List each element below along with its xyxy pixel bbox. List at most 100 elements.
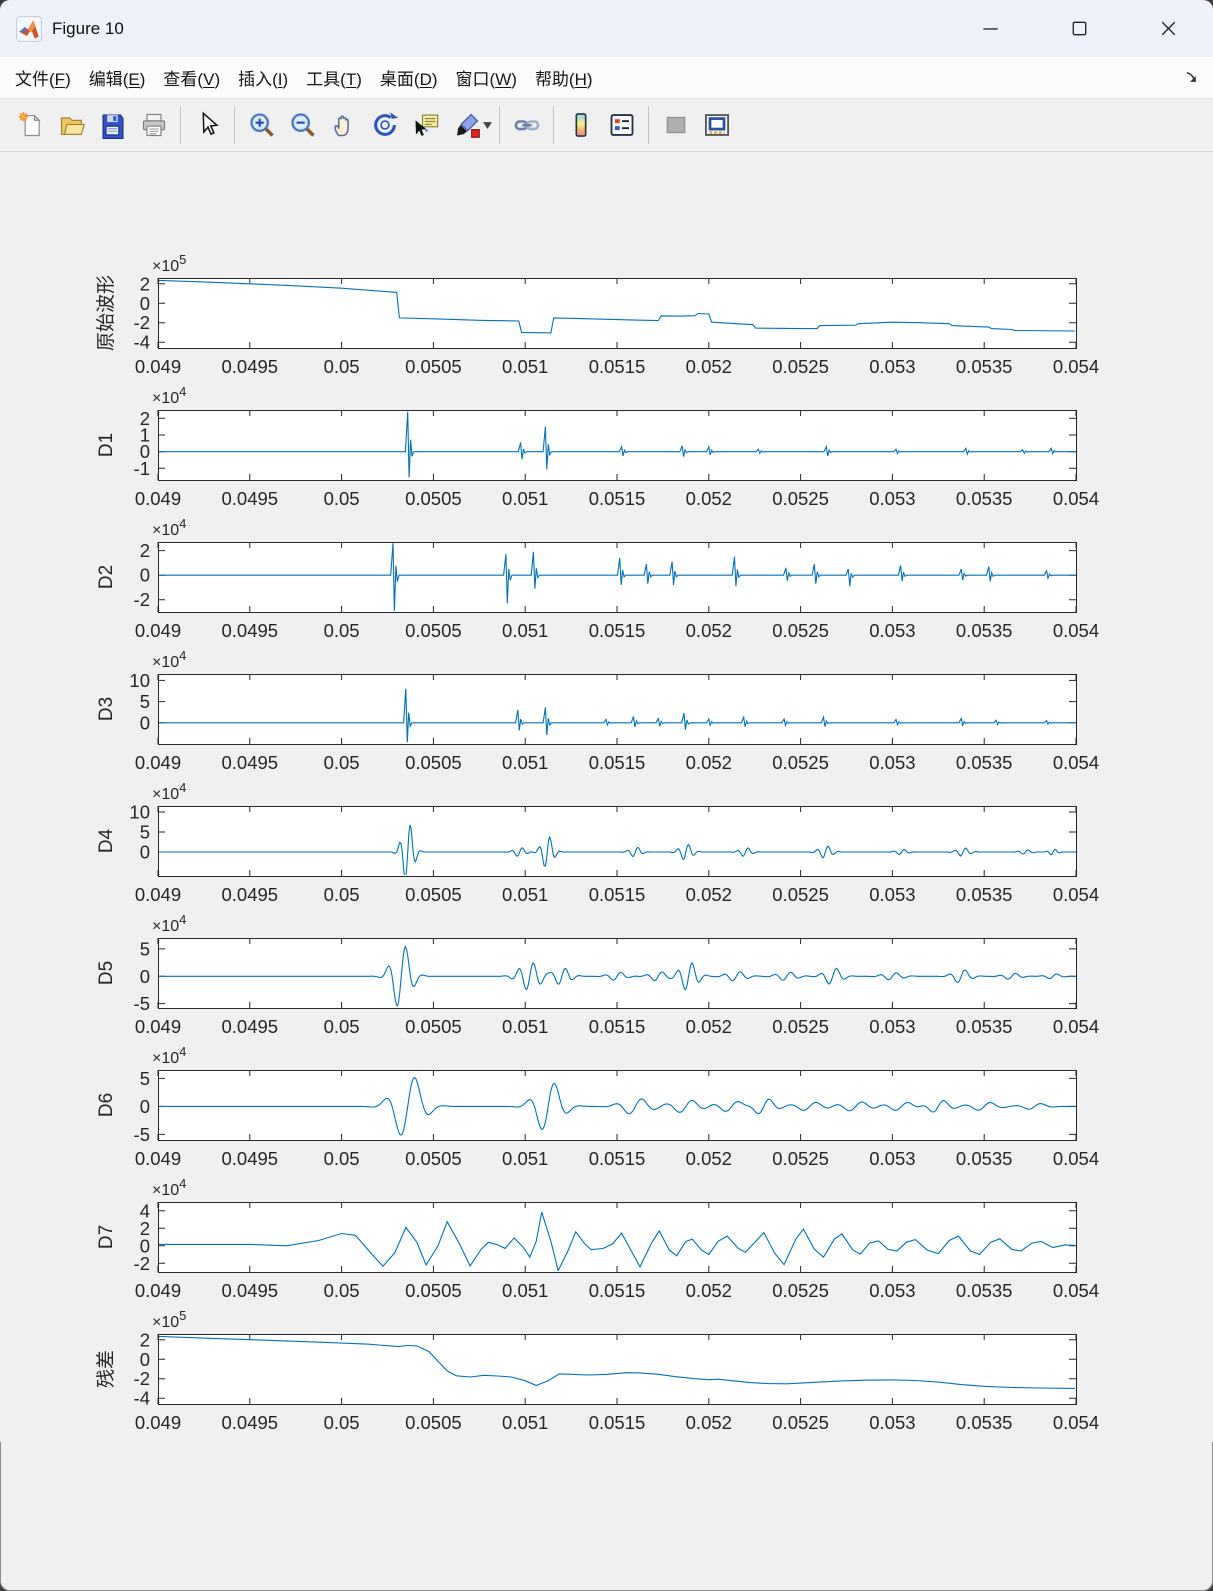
print-figure-button[interactable] <box>133 106 174 144</box>
x-tick-label: 0.05 <box>324 752 360 773</box>
y-axis-label: 原始波形 <box>95 275 117 351</box>
maximize-button[interactable] <box>1035 0 1124 57</box>
y-tick-label: 0 <box>140 966 150 987</box>
menu-item-view[interactable]: 查看(V) <box>154 62 229 93</box>
x-tick-label: 0.0505 <box>405 620 462 641</box>
pan-button[interactable] <box>323 106 364 144</box>
y-axis-label: 残差 <box>95 1350 117 1388</box>
x-tick-label: 0.052 <box>686 1148 732 1169</box>
x-tick-label: 0.051 <box>502 1148 548 1169</box>
pan-icon <box>330 111 358 139</box>
x-tick-label: 0.051 <box>502 1016 548 1037</box>
y-tick-label: 5 <box>140 822 150 843</box>
titlebar: Figure 10 <box>0 0 1213 57</box>
x-tick-label: 0.0495 <box>222 884 279 905</box>
menu-item-window[interactable]: 窗口(W) <box>447 62 526 93</box>
rotate-3d-button[interactable] <box>364 106 405 144</box>
menu-item-desktop[interactable]: 桌面(D) <box>371 62 447 93</box>
insert-colorbar-button[interactable] <box>560 106 601 144</box>
zoom-out-button[interactable] <box>282 106 323 144</box>
axis-ticks <box>157 1334 1077 1404</box>
x-tick-label: 0.051 <box>502 884 548 905</box>
axis-ticks <box>157 1202 1077 1272</box>
x-tick-label: 0.051 <box>502 752 548 773</box>
y-tick-label: 0 <box>140 441 150 462</box>
x-tick-label: 0.052 <box>686 488 732 509</box>
y-tick-label: 0 <box>140 1096 150 1117</box>
y-tick-label: 0 <box>140 1235 150 1256</box>
x-tick-label: 0.052 <box>686 1412 732 1433</box>
x-tick-label: 0.049 <box>135 620 181 641</box>
x-tick-label: 0.0515 <box>589 1280 646 1301</box>
brush-button[interactable] <box>446 106 487 144</box>
x-tick-label: 0.049 <box>135 884 181 905</box>
data-cursor-button[interactable] <box>405 106 446 144</box>
link-plots-icon <box>513 111 541 139</box>
insert-legend-button[interactable] <box>601 106 642 144</box>
y-axis-label: D5 <box>96 961 117 985</box>
zoom-in-button[interactable] <box>241 106 282 144</box>
x-tick-label: 0.05 <box>324 1280 360 1301</box>
axis-exponent-label: ×104 <box>152 782 186 803</box>
menu-item-edit[interactable]: 编辑(E) <box>80 62 155 93</box>
x-tick-label: 0.05 <box>324 356 360 377</box>
x-tick-label: 0.054 <box>1053 488 1099 509</box>
x-tick-label: 0.0505 <box>405 884 462 905</box>
link-plots-button[interactable] <box>506 106 547 144</box>
open-file-button[interactable] <box>51 106 92 144</box>
x-tick-label: 0.0495 <box>222 1280 279 1301</box>
x-tick-label: 0.0535 <box>956 356 1013 377</box>
y-tick-label: 2 <box>140 273 150 294</box>
axis-ticks <box>157 806 1077 876</box>
x-tick-label: 0.0515 <box>589 1016 646 1037</box>
menu-bar: 文件(F) 编辑(E) 查看(V) 插入(I) 工具(T) 桌面(D) 窗口(W) 帮助(H) <box>0 57 1213 98</box>
x-tick-label: 0.05 <box>324 620 360 641</box>
dock-figure-button[interactable] <box>696 106 737 144</box>
x-tick-label: 0.0535 <box>956 1280 1013 1301</box>
x-tick-label: 0.049 <box>135 752 181 773</box>
brush-dropdown-caret-icon[interactable] <box>483 121 493 129</box>
menu-item-tools[interactable]: 工具(T) <box>297 62 371 93</box>
save-figure-button[interactable] <box>92 106 133 144</box>
close-button[interactable] <box>1124 0 1213 57</box>
x-tick-label: 0.0495 <box>222 1412 279 1433</box>
minimize-button[interactable] <box>946 0 1035 57</box>
subplot-d1: 210-1 0.049 0.0495 0.05 0.0505 0.051 0.0515 0.0… <box>96 386 1099 509</box>
x-tick-label: 0.052 <box>686 752 732 773</box>
axis-exponent-label: ×104 <box>152 1178 186 1199</box>
y-tick-label: -5 <box>134 1124 150 1145</box>
y-tick-label: -1 <box>134 458 150 479</box>
x-tick-label: 0.0525 <box>772 884 829 905</box>
x-tick-label: 0.054 <box>1053 620 1099 641</box>
y-tick-label: 2 <box>140 1218 150 1239</box>
x-tick-label: 0.053 <box>869 884 915 905</box>
x-tick-label: 0.053 <box>869 488 915 509</box>
y-tick-label: 2 <box>140 540 150 561</box>
toolbar-group <box>4 106 180 144</box>
x-tick-label: 0.0525 <box>772 1412 829 1433</box>
x-tick-label: 0.0535 <box>956 620 1013 641</box>
subplot-d6: 5 0 -5 0.049 0.0495 0.05 0.0505 0.051 0.0515 0.05… <box>96 1046 1099 1169</box>
x-tick-label: 0.053 <box>869 356 915 377</box>
x-tick-label: 0.0495 <box>222 488 279 509</box>
brush-icon <box>453 111 481 139</box>
x-tick-label: 0.0505 <box>405 752 462 773</box>
menu-item-insert[interactable]: 插入(I) <box>229 62 297 93</box>
x-tick-label: 0.051 <box>502 488 548 509</box>
waveform-line <box>159 279 1075 334</box>
x-tick-label: 0.0495 <box>222 356 279 377</box>
hide-plot-tools-button[interactable] <box>655 106 696 144</box>
x-tick-label: 0.054 <box>1053 1148 1099 1169</box>
dock-figure-arrow-icon[interactable] <box>1184 70 1199 85</box>
open-file-icon <box>58 111 86 139</box>
x-tick-label: 0.052 <box>686 620 732 641</box>
new-figure-button[interactable] <box>10 106 51 144</box>
save-figure-icon <box>99 111 127 139</box>
menu-item-file[interactable]: 文件(F) <box>6 62 80 93</box>
x-tick-label: 0.0525 <box>772 1280 829 1301</box>
pointer-button[interactable] <box>187 106 228 144</box>
waveform-line <box>159 1211 1075 1271</box>
menu-item-help[interactable]: 帮助(H) <box>526 62 602 93</box>
x-tick-label: 0.054 <box>1053 1016 1099 1037</box>
